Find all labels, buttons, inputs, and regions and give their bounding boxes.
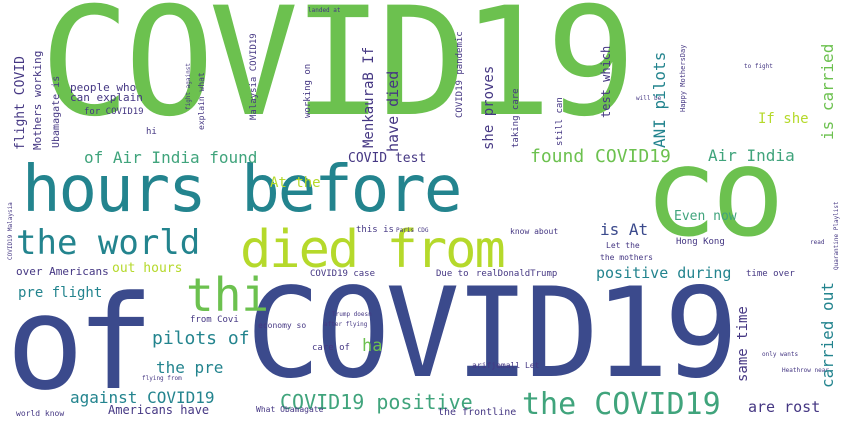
word-the-pre: the pre <box>156 358 224 377</box>
word-even-now: Even now <box>674 209 737 224</box>
word-time-over: time over <box>746 269 795 279</box>
word-is-carried: is carried <box>818 43 837 140</box>
word-only-wants: only wants <box>762 351 799 358</box>
word-of-air-india-found: of Air India found <box>84 148 258 167</box>
word-pilots-of: pilots of <box>152 328 250 349</box>
word-carried-out: carried out <box>818 282 837 388</box>
word-flying-from: flying from <box>142 375 182 382</box>
word-ani-pilots: ANI pilots <box>650 51 669 148</box>
word-from-covid: from Covi <box>190 315 239 325</box>
word-covid19-bottom: COVID19 <box>246 262 739 406</box>
word-happy-mothersday: Happy MothersDay <box>679 44 687 112</box>
word-at-the: At the <box>270 175 321 191</box>
word-will-be: will be <box>636 95 662 102</box>
word-can-explain: can explain <box>70 91 143 104</box>
word-to-fight: to fight <box>744 63 773 70</box>
word-the-world: the world <box>16 223 201 263</box>
word-covid19-pandemic: COVID19 pandemic <box>455 31 465 118</box>
word-covid19-case: COVID19 case <box>310 269 376 279</box>
word-positive-during: positive during <box>596 264 732 282</box>
word-died-from: died from <box>240 220 506 280</box>
word-over-americans: over Americans <box>16 265 109 278</box>
word-same-time: same time <box>735 306 751 382</box>
word-the-frontline: the frontline <box>438 407 517 418</box>
word-covid19-top: COVID19 <box>40 0 636 150</box>
word-trump-doesn: Trump doesn <box>332 311 372 318</box>
word-landed-at: landed at <box>308 7 341 14</box>
word-what-obamagate: What Obamagate <box>256 405 324 414</box>
word-the-covid19: the COVID19 <box>522 387 721 422</box>
word-air-india: Air India <box>708 146 795 165</box>
word-have-died: have died <box>384 70 402 152</box>
word-people-who: people who <box>70 81 137 94</box>
word-care-of: care of <box>312 343 350 353</box>
word-fight-against: fight against <box>185 63 192 110</box>
word-found-covid19: found COVID19 <box>530 146 671 167</box>
word-arifjemall-let: arifjemall Let <box>472 361 540 370</box>
word-know-about: know about <box>510 227 559 236</box>
word-mothers-working: Mothers working <box>31 50 44 150</box>
word-read: read <box>810 239 825 246</box>
word-let-the: Let the <box>606 241 640 250</box>
word-working-on: working on <box>303 63 313 118</box>
word-is-at: is At <box>600 220 649 239</box>
word-explain-what: explain what <box>197 72 206 130</box>
word-realdonaldtrump: realDonaldTrump <box>476 269 558 279</box>
word-against-covid19: against COVID19 <box>70 388 215 407</box>
word-hours-before: hours before <box>22 153 462 227</box>
word-economy-so: economy so <box>258 321 307 330</box>
word-quarantine-playlist: Quarantine Playlist <box>833 201 840 270</box>
word-this-is: this is <box>356 225 394 235</box>
word-for-covid19: for COVID19 <box>84 107 144 117</box>
word-still-can: still can <box>555 97 565 146</box>
word-heathrow-near: Heathrow near <box>782 367 829 374</box>
word-paris-cdg: Paris CDG <box>396 227 429 234</box>
word-world-know: world know <box>16 409 65 418</box>
word-if-she: If she <box>758 111 809 127</box>
word-hi: hi <box>146 127 157 137</box>
word-covid19-malaysia: COVID19 Malaysia <box>7 202 14 260</box>
word-taking-care: taking care <box>511 88 521 148</box>
word-covid19-positive: COVID19 positive <box>280 390 473 414</box>
word-ha: ha <box>362 336 383 356</box>
word-pre-flight: pre flight <box>18 285 103 301</box>
word-out-hours: out hours <box>112 261 183 276</box>
word-hong-kong: Hong Kong <box>676 237 725 247</box>
word-flight-covid: flight COVID <box>13 56 28 150</box>
word-test-which: test which <box>599 45 613 118</box>
word-menkaurab-if: MenkauraB If <box>361 46 377 148</box>
word-after-flying: after flying <box>324 321 368 328</box>
word-co: co <box>644 122 785 264</box>
word-thi: thi <box>186 268 270 322</box>
word-ubamagate-is: Ubamagate is <box>51 75 62 148</box>
word-due-to: Due to <box>436 269 469 279</box>
word-of: of <box>6 267 155 419</box>
word-are-rost: are rost <box>748 398 821 416</box>
word-americans-have: Americans have <box>108 403 210 417</box>
word-the-mothers: the mothers <box>600 253 653 262</box>
word-covid-test: COVID test <box>348 151 427 166</box>
word-malaysia-covid19: Malaysia COVID19 <box>249 33 259 120</box>
word-she-proves: she proves <box>481 65 497 150</box>
